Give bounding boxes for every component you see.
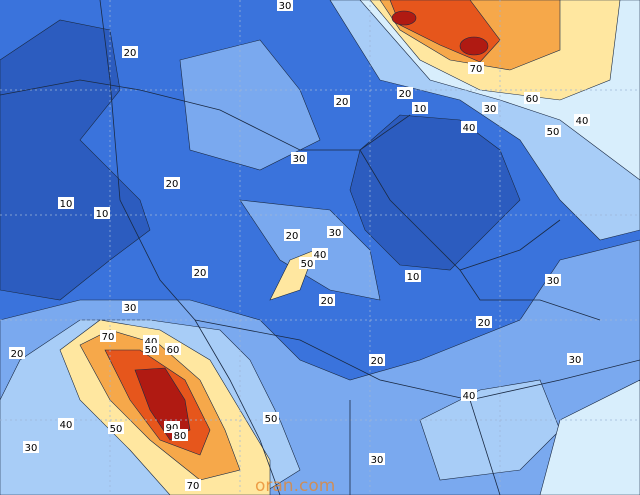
contour-label: 50	[301, 259, 314, 270]
contour-label: 40	[463, 123, 476, 134]
label-box	[327, 226, 343, 238]
label-box	[369, 453, 385, 465]
contour-label: 20	[194, 268, 207, 279]
contour-label: 20	[286, 231, 299, 242]
label-box	[334, 95, 350, 107]
contour-label: 20	[321, 296, 334, 307]
label-box	[100, 330, 116, 342]
label-box	[277, 0, 293, 11]
label-box	[461, 389, 477, 401]
watermark: oran.com	[255, 476, 335, 495]
label-box	[122, 301, 138, 313]
contour-label: 30	[329, 228, 342, 239]
label-box	[94, 207, 110, 219]
contour-label: 10	[96, 209, 109, 220]
contour-label: 60	[167, 345, 180, 356]
label-box	[164, 177, 180, 189]
label-box	[291, 152, 307, 164]
contour-label: 50	[110, 424, 123, 435]
contour-label: 20	[11, 349, 24, 360]
label-box	[397, 87, 413, 99]
label-box	[58, 197, 74, 209]
contour-label: 30	[547, 276, 560, 287]
contour-label: 50	[265, 414, 278, 425]
label-box	[9, 347, 25, 359]
contour-label: 20	[166, 179, 179, 190]
contour-label: 40	[60, 420, 73, 431]
contour-label: 70	[187, 481, 200, 492]
label-box	[405, 270, 421, 282]
contour-label: 10	[414, 104, 427, 115]
label-box	[545, 125, 561, 137]
label-box	[482, 102, 498, 114]
contour-label: 20	[399, 89, 412, 100]
label-box	[412, 102, 428, 114]
label-box	[567, 353, 583, 365]
contour-label: 70	[470, 64, 483, 75]
contour-label: 30	[279, 1, 292, 12]
contour-label: 10	[407, 272, 420, 283]
contour-label: 40	[145, 337, 158, 348]
contour-label: 30	[484, 104, 497, 115]
contour-label: 20	[336, 97, 349, 108]
label-box	[574, 114, 590, 126]
label-box	[284, 229, 300, 241]
contour-label: 40	[576, 116, 589, 127]
contour-label: 30	[124, 303, 137, 314]
contour-label: 20	[478, 318, 491, 329]
label-box	[524, 92, 540, 104]
label-box	[312, 248, 328, 260]
contour-label: 30	[569, 355, 582, 366]
label-box	[122, 46, 138, 58]
label-box	[165, 343, 181, 355]
label-box	[319, 294, 335, 306]
contour-label: 50	[145, 345, 158, 356]
contour-label: 80	[174, 431, 187, 442]
label-box	[172, 429, 188, 441]
label-box	[185, 479, 201, 491]
label-box	[58, 418, 74, 430]
label-box	[23, 441, 39, 453]
contour-label: 90	[166, 423, 179, 434]
contour-label: 20	[371, 356, 384, 367]
label-box	[192, 266, 208, 278]
contour-label: 30	[25, 443, 38, 454]
label-box	[299, 257, 315, 269]
contour-label: 20	[124, 48, 137, 59]
contour-label: 50	[547, 127, 560, 138]
label-box	[369, 354, 385, 366]
label-box	[545, 274, 561, 286]
contour-label: 40	[314, 250, 327, 261]
label-box	[143, 343, 159, 355]
contour-label: 70	[102, 332, 115, 343]
contour-label: 30	[371, 455, 384, 466]
label-box	[461, 121, 477, 133]
label-box	[263, 412, 279, 424]
contour-label: 40	[463, 391, 476, 402]
label-box	[468, 62, 484, 74]
label-box	[476, 316, 492, 328]
label-box	[108, 422, 124, 434]
contour-label: 30	[293, 154, 306, 165]
contour-label: 60	[526, 94, 539, 105]
contour-label: 10	[60, 199, 73, 210]
